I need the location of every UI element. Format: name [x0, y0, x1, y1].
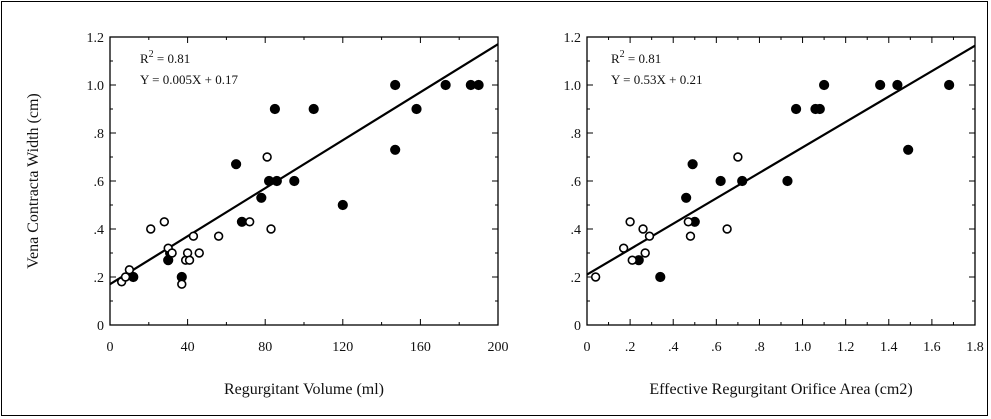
x-tick-label: 200 [488, 340, 509, 355]
data-point-filled [289, 175, 300, 187]
x-axis-title: Effective Regurgitant Orifice Area (cm2) [649, 381, 912, 398]
data-point-filled [681, 192, 692, 203]
y-tick-label: 1.0 [564, 79, 582, 94]
data-point-open [120, 272, 131, 282]
y-tick-label: .6 [94, 175, 105, 190]
data-point-filled [782, 175, 793, 187]
data-point-open [167, 248, 177, 258]
data-point-filled [875, 79, 886, 91]
data-point-open [159, 217, 170, 227]
data-point-filled [440, 79, 451, 91]
data-point-filled [737, 175, 748, 187]
data-point-open [625, 217, 635, 227]
data-point-filled [814, 103, 825, 115]
y-tick-label: 0 [97, 319, 104, 334]
y-axis-title: Vena Contracta Width (cm) [25, 93, 42, 268]
data-point-filled [892, 79, 903, 91]
data-point-filled [944, 79, 955, 91]
data-point-open [184, 255, 195, 265]
data-point-open [194, 248, 204, 258]
data-point-filled [655, 271, 666, 283]
x-tick-label: .4 [668, 340, 679, 355]
data-point-open [685, 231, 696, 241]
r-squared-label: R2 = 0.81 [140, 49, 190, 66]
data-point-open [627, 255, 637, 265]
data-point-open [124, 265, 135, 275]
data-point-open [683, 217, 694, 227]
chart-panel-2: 0 .2 .4 .6 .8 1.0 1.2 0 .2 .4 .6 .8 1.0 1.2 1.4 1.6 1.8 E… [564, 31, 984, 398]
data-point-open [177, 279, 187, 289]
data-point-open [590, 272, 601, 282]
x-tick-label: 0 [584, 340, 591, 355]
data-point-filled [473, 79, 484, 91]
data-point-open [188, 231, 199, 241]
data-point-filled [411, 103, 422, 115]
x-tick-label: 1.4 [880, 340, 898, 355]
data-point-open [618, 243, 629, 253]
x-tick-label: .2 [625, 340, 636, 355]
y-tick-label: .8 [571, 127, 582, 142]
y-tick-label: 1.2 [564, 31, 582, 46]
data-point-open [644, 231, 655, 241]
y-tick-label: 1.0 [87, 79, 105, 94]
chart-panel-1: 0 .2 .4 .6 .8 1.0 1.2 0 40 80 120 160 200 Regurgitant… [25, 31, 509, 398]
data-point-open [146, 224, 156, 234]
regression-equation-label: Y = 0.005X + 0.17 [140, 72, 238, 87]
x-tick-label: 120 [332, 340, 353, 355]
data-point-open [722, 224, 732, 234]
data-point-filled [715, 175, 726, 187]
data-point-filled [271, 175, 282, 187]
x-tick-label: .8 [754, 340, 765, 355]
data-point-filled [790, 103, 802, 115]
y-tick-label: .4 [94, 223, 105, 238]
y-tick-label: .2 [571, 271, 582, 286]
data-point-filled [337, 199, 348, 211]
x-tick-label: .6 [711, 340, 722, 355]
data-point-open [262, 152, 272, 162]
data-point-filled [308, 103, 319, 115]
data-point-open [640, 248, 650, 258]
x-tick-label: 160 [410, 340, 431, 355]
x-tick-label: 1.8 [966, 340, 984, 355]
x-tick-label: 1.6 [923, 340, 941, 355]
y-tick-label: .4 [571, 223, 582, 238]
data-point-open [266, 224, 276, 234]
data-point-filled [256, 192, 267, 203]
regression-line [109, 43, 499, 286]
y-tick-label: .6 [571, 175, 582, 190]
y-tick-label: 1.2 [87, 31, 105, 46]
data-point-open [213, 231, 224, 241]
x-tick-label: 0 [107, 340, 114, 355]
regression-equation-label: Y = 0.53X + 0.21 [611, 72, 702, 87]
data-point-filled [231, 159, 242, 170]
x-tick-label: 80 [258, 340, 272, 355]
r-squared-label: R2 = 0.81 [611, 49, 661, 66]
data-point-filled [903, 144, 914, 155]
y-tick-label: 0 [574, 319, 581, 334]
data-point-filled [687, 159, 698, 170]
y-tick-label: .8 [94, 127, 105, 142]
data-point-open [733, 152, 743, 162]
data-point-filled [390, 79, 401, 91]
data-point-open [244, 217, 255, 227]
x-tick-label: 1.2 [837, 340, 855, 355]
data-point-filled [819, 79, 830, 91]
x-axis-title: Regurgitant Volume (ml) [224, 381, 384, 398]
data-point-open [638, 224, 648, 234]
data-point-filled [269, 103, 280, 115]
x-tick-label: 1.0 [794, 340, 812, 355]
data-point-filled [390, 144, 401, 155]
x-tick-label: 40 [181, 340, 195, 355]
y-tick-label: .2 [94, 271, 105, 286]
